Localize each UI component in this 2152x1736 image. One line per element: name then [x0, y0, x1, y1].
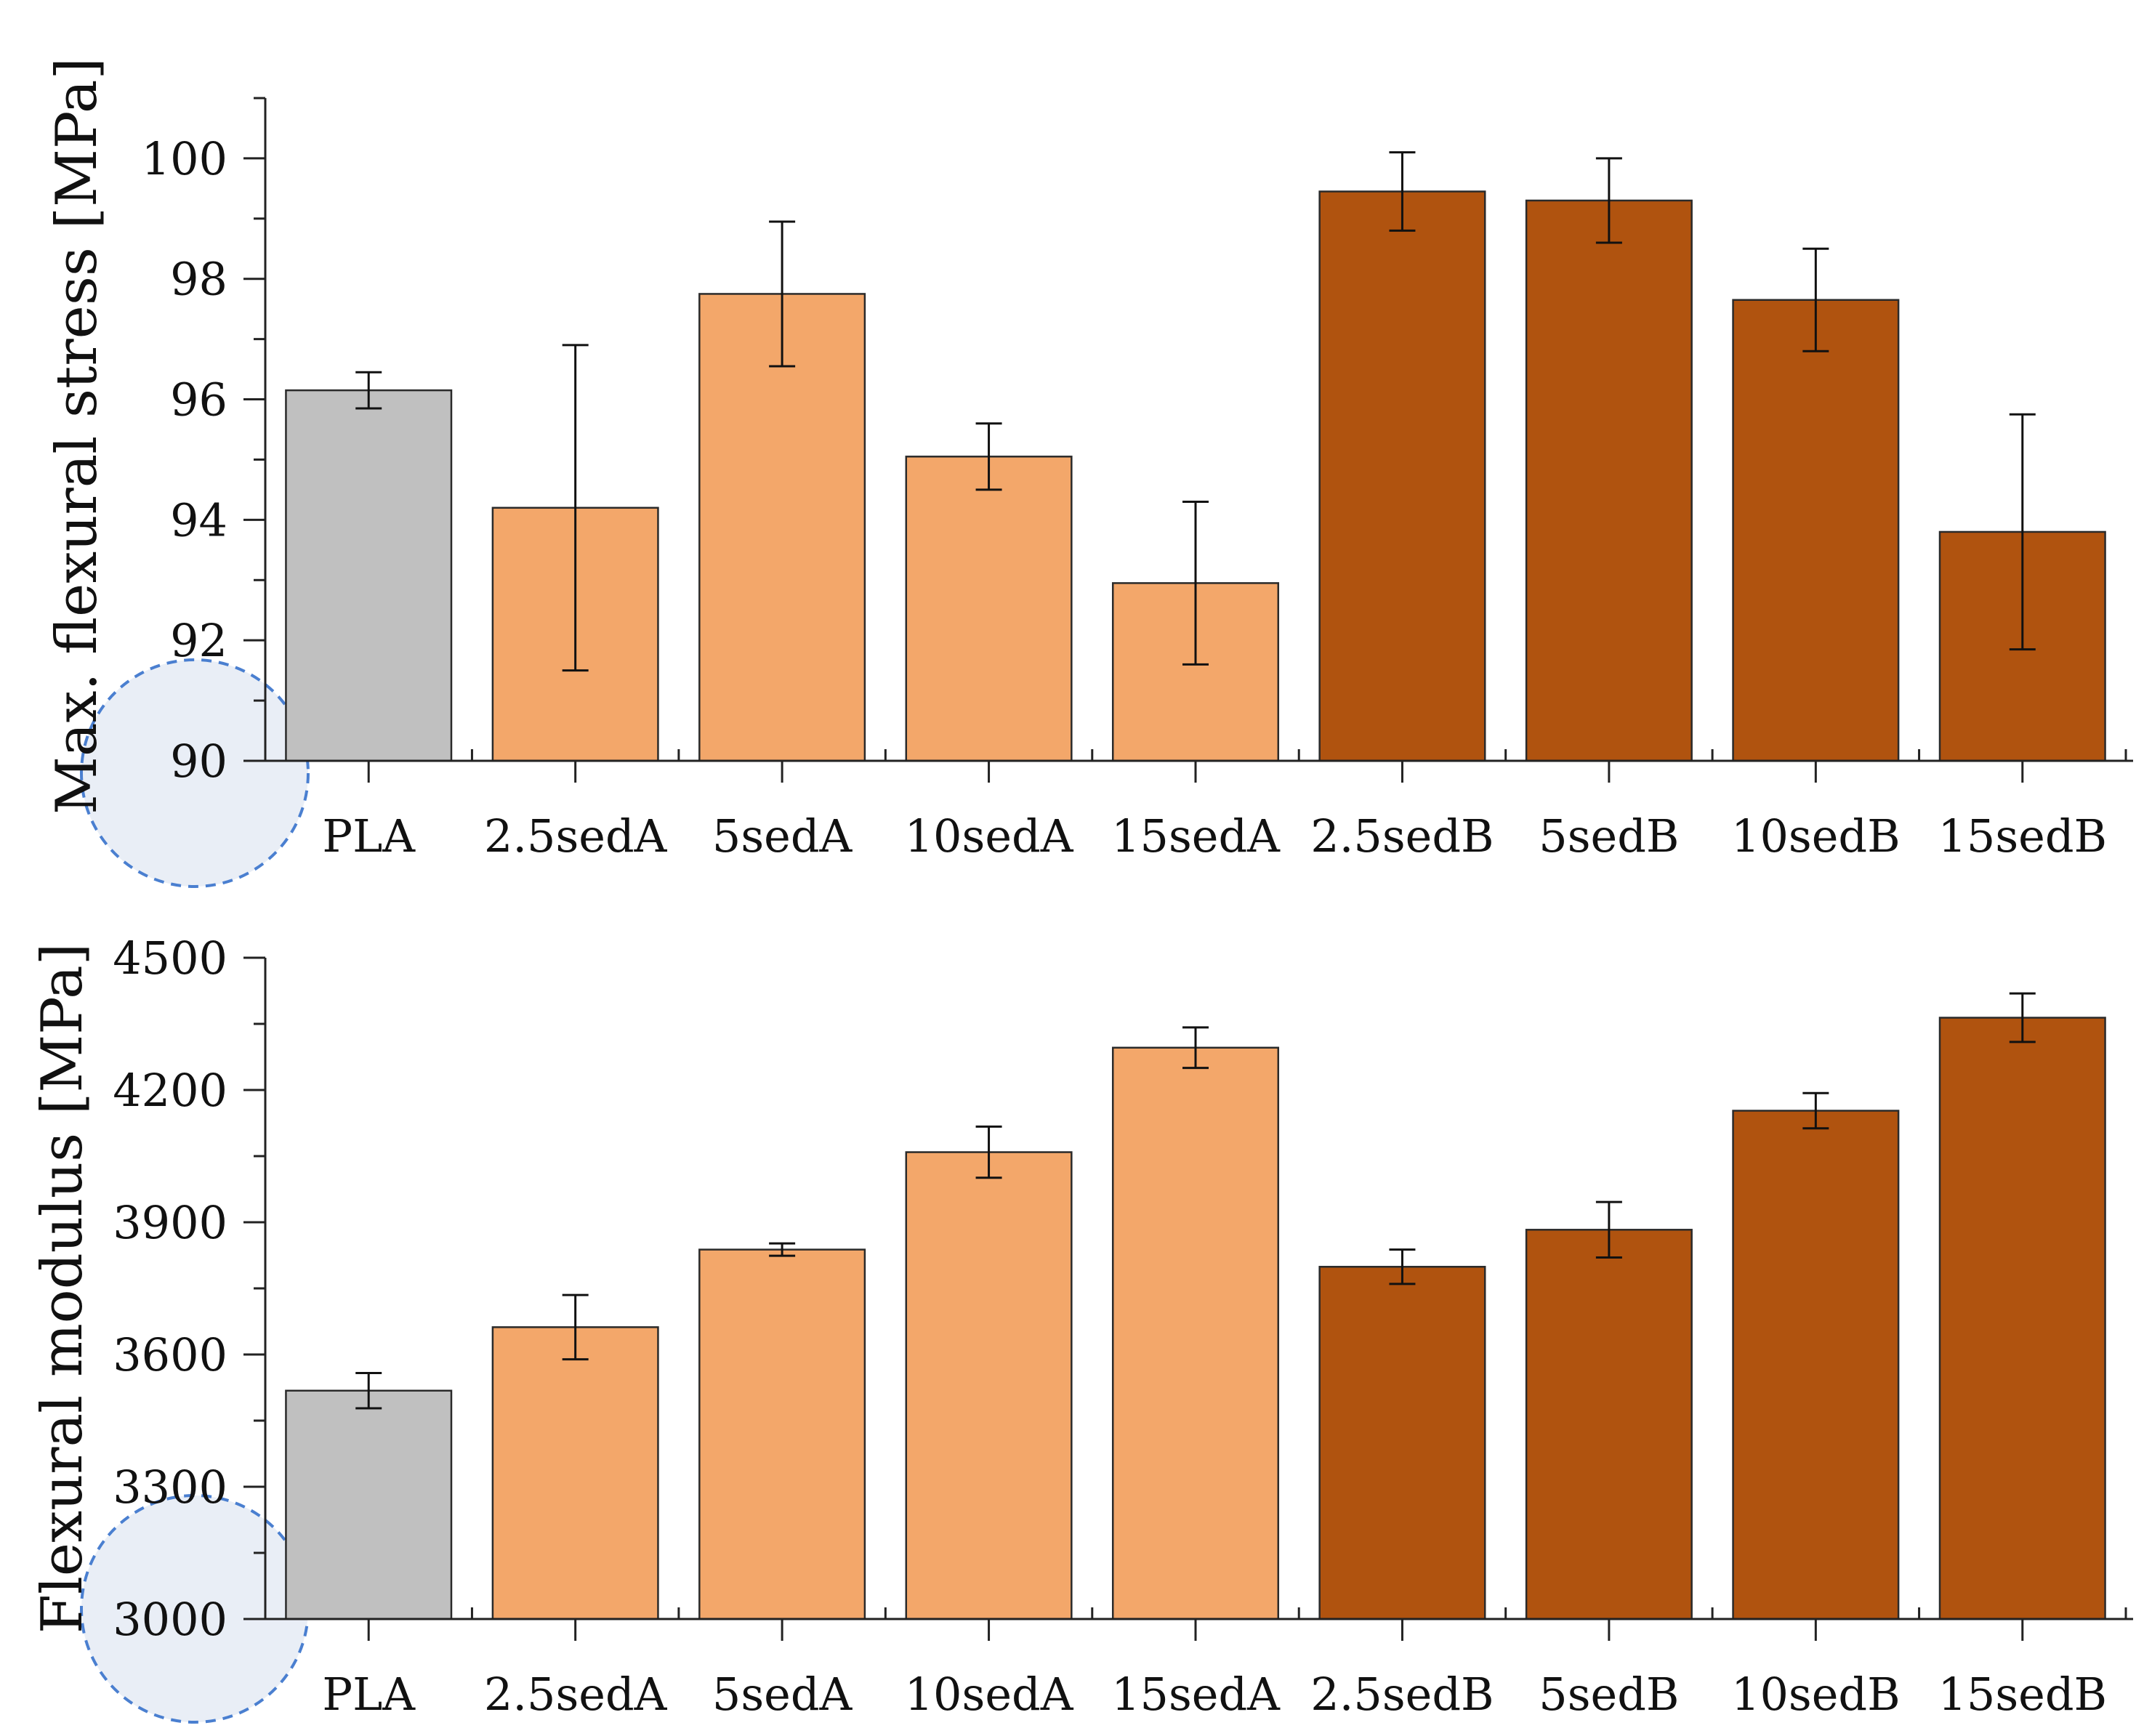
error-bar-2.5sedB — [1389, 1248, 1416, 1285]
y-tick-label: 3300 — [113, 1461, 227, 1514]
error-bar-15sedA — [1182, 1026, 1209, 1070]
max-flexural-stress-chart: PLA 2.5sedA 5sedA 10sedA 15sedA 2.5sedB 5sedB 1… — [44, 57, 2133, 888]
x-tick-label: 2.5sedB — [1310, 810, 1494, 863]
error-bar-5sedA — [769, 220, 796, 368]
error-bar-10sedB — [1802, 1091, 1829, 1130]
error-bar-10sedB — [1802, 247, 1829, 352]
error-bar-10sedA — [975, 1125, 1002, 1179]
bar-10sedA — [905, 1151, 1073, 1620]
y-tick-label: 3000 — [113, 1593, 227, 1646]
bar-PLA — [285, 1389, 453, 1620]
x-tick-label: 5sedA — [712, 810, 853, 863]
y-tick-label: 92 — [170, 614, 227, 667]
x-tick-label: 10sedB — [1731, 810, 1901, 863]
bar-5sedA — [698, 293, 866, 762]
x-tick-label: 5sedB — [1539, 810, 1679, 863]
error-bar-2.5sedA — [562, 1293, 589, 1361]
y-tick-label: 90 — [170, 735, 227, 788]
flexural-modulus-chart: PLA 2.5sedA 5sedA 10sedA 15sedA 2.5sedB 5sedB 1… — [30, 932, 2133, 1724]
y-tick-label: 4200 — [113, 1064, 227, 1117]
y-tick-label: 4500 — [113, 932, 227, 985]
x-tick-label: 10sedB — [1731, 1668, 1901, 1721]
bar-2.5sedB — [1318, 1266, 1486, 1620]
y-tick-label: 3600 — [113, 1328, 227, 1381]
bar-PLA — [285, 389, 453, 762]
bar-2.5sedA — [491, 1326, 659, 1620]
x-tick-label: 15sedB — [1938, 1668, 2107, 1721]
x-tick-label: 10sedA — [905, 810, 1074, 863]
bar-15sedB — [1938, 1017, 2106, 1620]
y-tick-label: 98 — [170, 253, 227, 306]
y-tick-label: 100 — [142, 132, 227, 185]
y-tick-label: 3900 — [113, 1196, 227, 1249]
error-bar-PLA — [355, 1371, 382, 1410]
x-tick-label: 15sedA — [1111, 810, 1281, 863]
error-bar-PLA — [355, 371, 382, 410]
x-tick-label: 10sedA — [905, 1668, 1074, 1721]
bar-5sedB — [1525, 199, 1693, 762]
x-tick-label: 15sedB — [1938, 810, 2107, 863]
y-axis-title: Flexural modulus [MPa] — [30, 943, 95, 1634]
x-tick-label: 2.5sedA — [484, 1668, 668, 1721]
y-tick-label: 94 — [170, 493, 227, 546]
error-bar-15sedB — [2009, 413, 2036, 651]
x-tick-label: 15sedA — [1111, 1668, 1281, 1721]
bar-10sedA — [905, 456, 1073, 762]
bar-10sedB — [1732, 299, 1900, 762]
x-tick-label: PLA — [322, 810, 416, 863]
error-bar-2.5sedB — [1389, 151, 1416, 232]
x-tick-label: 5sedA — [712, 1668, 853, 1721]
x-tick-label: 2.5sedA — [484, 810, 668, 863]
error-bar-15sedA — [1182, 500, 1209, 666]
y-axis-title: Max. flexural stress [MPa] — [44, 57, 110, 815]
x-tick-label: PLA — [322, 1668, 416, 1721]
highlight-circle — [80, 658, 310, 888]
y-tick-label: 96 — [170, 374, 227, 427]
error-bar-15sedB — [2009, 992, 2036, 1043]
bar-5sedB — [1525, 1229, 1693, 1620]
error-bar-5sedB — [1595, 1200, 1622, 1259]
bar-5sedA — [698, 1248, 866, 1620]
bar-2.5sedB — [1318, 190, 1486, 762]
x-tick-label: 5sedB — [1539, 1668, 1679, 1721]
error-bar-5sedB — [1595, 157, 1622, 244]
error-bar-10sedA — [975, 422, 1002, 491]
error-bar-5sedA — [769, 1242, 796, 1257]
error-bar-2.5sedA — [562, 344, 589, 672]
bar-10sedB — [1732, 1110, 1900, 1620]
bar-15sedA — [1111, 1046, 1280, 1620]
x-tick-label: 2.5sedB — [1310, 1668, 1494, 1721]
